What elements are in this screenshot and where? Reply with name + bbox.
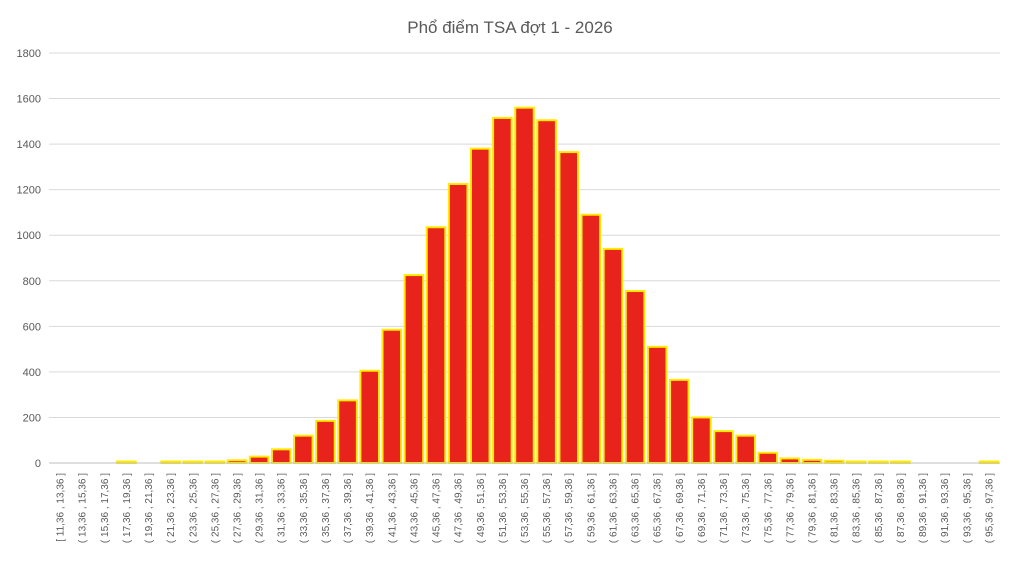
x-tick-label: ( 83,36 , 85,36 ] [852,473,863,543]
x-tick-label: ( 17,36 , 19,36 ] [122,473,133,543]
x-tick-label: ( 93,36 , 95,36 ] [962,473,973,543]
bar [558,151,580,464]
x-tick-label: ( 63,36 , 65,36 ] [631,473,642,543]
x-tick-label: ( 57,36 , 59,36 ] [564,473,575,543]
x-tick-label: ( 85,36 , 87,36 ] [874,473,885,543]
x-tick-label: ( 37,36 , 39,36 ] [343,473,354,543]
x-tick-label: ( 25,36 , 27,36 ] [210,473,221,543]
bar [248,455,270,465]
bar [270,448,292,465]
x-tick-label: ( 53,36 , 55,36 ] [520,473,531,543]
bar [757,451,779,464]
bar [425,226,447,464]
x-tick-label: ( 65,36 , 67,36 ] [653,473,664,543]
bar [536,119,557,464]
x-tick-label: ( 45,36 , 47,36 ] [432,473,443,543]
x-tick-label: ( 69,36 , 71,36 ] [697,473,708,543]
x-tick-label: ( 55,36 , 57,36 ] [542,473,553,543]
x-tick-label: ( 19,36 , 21,36 ] [144,473,155,543]
x-tick-label: ( 31,36 , 33,36 ] [277,473,288,543]
x-tick-label: ( 51,36 , 53,36 ] [498,473,509,543]
x-tick-label: ( 39,36 , 41,36 ] [365,473,376,543]
bar [403,274,425,465]
bar [514,106,535,465]
bar [293,434,314,464]
bar [646,345,668,465]
chart-title: Phổ điểm TSA đợt 1 - 2026 [407,18,613,37]
bar [315,419,336,465]
x-axis-tick-labels: [ 11,36 , 13,36 ] ( 13,36 , 15,36 ] ( 15,3… [56,473,996,543]
bar [624,290,646,464]
bars [116,106,1000,465]
bar [602,247,624,464]
x-tick-label: ( 81,36 , 83,36 ] [830,473,841,543]
x-tick-label: ( 91,36 , 93,36 ] [940,473,951,543]
bar [381,328,403,464]
x-tick-label: ( 73,36 , 75,36 ] [741,473,752,543]
bar [669,378,690,464]
bar [492,116,513,465]
bar [713,430,734,465]
x-tick-label: ( 49,36 , 51,36 ] [476,473,487,543]
bar [735,434,756,464]
x-tick-label: ( 35,36 , 37,36 ] [321,473,332,543]
y-axis-tick-labels: 0 200 400 600 800 1000 1200 1400 1600 1800 [17,48,41,470]
y-tick-label: 1000 [17,230,41,242]
x-tick-label: ( 87,36 , 89,36 ] [896,473,907,543]
x-tick-label: ( 43,36 , 45,36 ] [409,473,420,543]
x-tick-label: ( 47,36 , 49,36 ] [454,473,465,543]
y-tick-label: 0 [35,458,41,470]
y-tick-label: 1200 [17,185,41,197]
bar [359,369,380,464]
x-tick-label: ( 77,36 , 79,36 ] [785,473,796,543]
x-tick-label: ( 13,36 , 15,36 ] [78,473,89,543]
x-tick-label: ( 41,36 , 43,36 ] [387,473,398,543]
x-tick-label: [ 11,36 , 13,36 ] [56,473,67,542]
bar [691,416,712,465]
y-tick-label: 1800 [17,48,41,60]
x-tick-label: ( 33,36 , 35,36 ] [299,473,310,543]
x-tick-label: ( 29,36 , 31,36 ] [255,473,266,543]
x-tick-label: ( 95,36 , 97,36 ] [984,473,995,543]
x-tick-label: ( 27,36 , 29,36 ] [232,473,243,543]
y-tick-label: 800 [23,276,41,288]
y-tick-label: 400 [23,367,41,379]
bar [469,147,491,465]
x-tick-label: ( 23,36 , 25,36 ] [188,473,199,543]
y-tick-label: 600 [23,321,41,333]
x-tick-label: ( 59,36 , 61,36 ] [586,473,597,543]
x-tick-label: ( 15,36 , 17,36 ] [100,473,111,543]
y-tick-label: 1400 [17,139,41,151]
x-tick-label: ( 79,36 , 81,36 ] [808,473,819,543]
bar [779,457,801,465]
bar [447,182,469,464]
x-tick-label: ( 67,36 , 69,36 ] [675,473,686,543]
x-tick-label: ( 89,36 , 91,36 ] [918,473,929,543]
bar [580,213,602,464]
bar [337,399,358,465]
y-tick-label: 200 [23,412,41,424]
x-tick-label: ( 21,36 , 23,36 ] [166,473,177,543]
y-tick-label: 1600 [17,94,41,106]
x-tick-label: ( 61,36 , 63,36 ] [608,473,619,543]
x-tick-label: ( 75,36 , 77,36 ] [763,473,774,543]
x-tick-label: ( 71,36 , 73,36 ] [719,473,730,543]
